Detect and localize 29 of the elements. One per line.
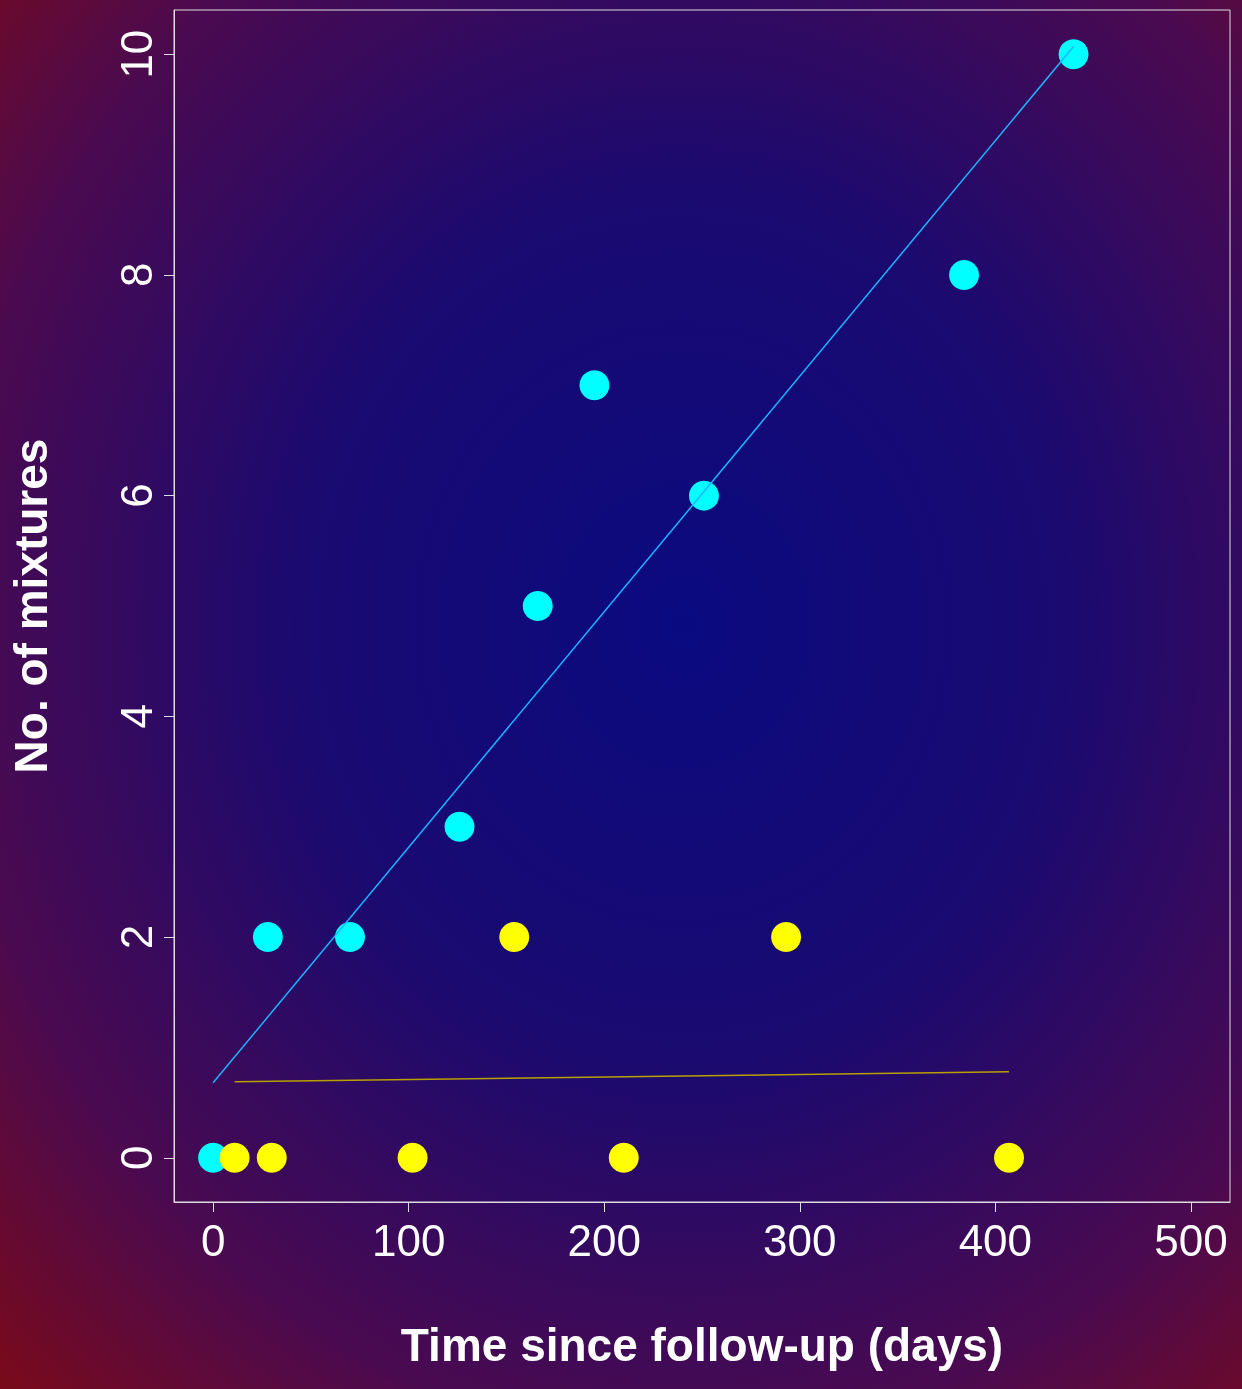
y-tick-label: 2 <box>111 924 161 950</box>
y-axis-title: No. of mixtures <box>5 438 57 774</box>
y-tick-label: 10 <box>111 29 161 79</box>
point <box>949 259 980 290</box>
point <box>579 370 610 401</box>
point <box>335 922 365 953</box>
x-tick-label: 300 <box>763 1215 837 1265</box>
y-tick-label: 4 <box>111 704 161 729</box>
x-tick-label: 500 <box>1154 1215 1228 1265</box>
y-tick-label: 8 <box>111 262 161 288</box>
point <box>608 1142 639 1173</box>
y-tick-label: 6 <box>111 483 161 508</box>
point <box>994 1142 1025 1173</box>
point <box>252 922 283 953</box>
point <box>522 591 553 621</box>
point <box>397 1142 428 1173</box>
point <box>219 1142 250 1173</box>
point <box>688 480 719 511</box>
x-tick-label: 0 <box>200 1215 226 1265</box>
point <box>444 811 475 842</box>
y-tick-label: 0 <box>111 1145 161 1171</box>
point <box>256 1142 287 1173</box>
x-tick-label: 100 <box>371 1215 446 1265</box>
point <box>499 922 530 953</box>
x-axis-title: Time since follow-up (days) <box>400 1319 1004 1371</box>
x-tick-label: 200 <box>567 1215 641 1265</box>
point <box>1058 39 1089 70</box>
x-tick-label: 400 <box>958 1215 1033 1265</box>
point <box>771 922 802 953</box>
